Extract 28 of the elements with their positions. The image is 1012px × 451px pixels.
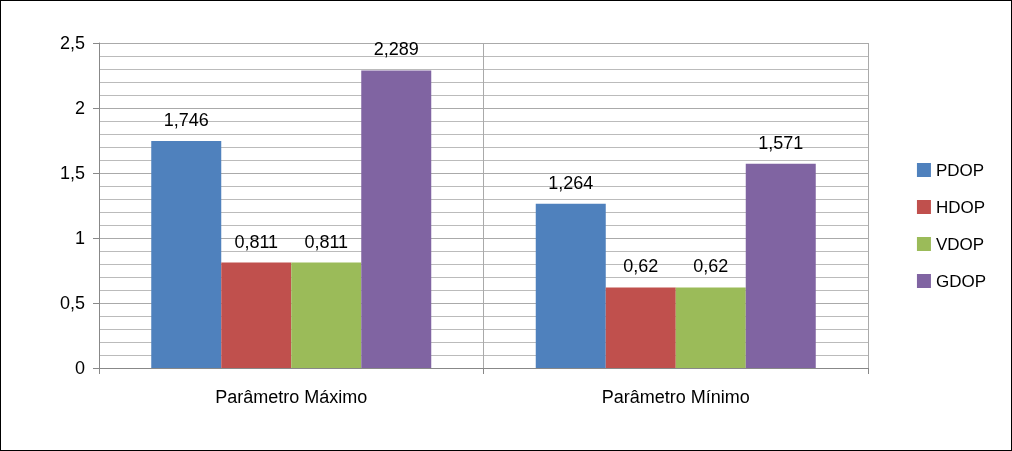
bar bbox=[291, 262, 362, 368]
bar bbox=[675, 287, 746, 368]
bar bbox=[221, 262, 292, 368]
legend-label: VDOP bbox=[935, 234, 985, 254]
x-tick-label: Parâmetro Máximo bbox=[215, 387, 368, 407]
y-tick-label: 1 bbox=[74, 228, 85, 248]
legend-label: HDOP bbox=[935, 197, 986, 217]
data-label: 1,264 bbox=[548, 172, 594, 193]
data-label: 0,62 bbox=[623, 256, 659, 277]
y-tick-label: 2,5 bbox=[59, 33, 85, 53]
legend-label: PDOP bbox=[935, 160, 985, 180]
data-label: 1,571 bbox=[758, 132, 804, 153]
y-tick-label: 0 bbox=[74, 358, 85, 378]
bar bbox=[535, 203, 606, 368]
data-label: 2,289 bbox=[373, 39, 419, 60]
legend-label: GDOP bbox=[935, 271, 986, 291]
data-label: 0,811 bbox=[304, 231, 349, 252]
data-label: 1,746 bbox=[163, 110, 209, 131]
data-label: 0,62 bbox=[693, 256, 729, 277]
y-tick-label: 2 bbox=[74, 98, 85, 118]
y-tick-label: 0,5 bbox=[59, 293, 85, 313]
x-tick-label: Parâmetro Mínimo bbox=[601, 387, 750, 407]
bar bbox=[605, 287, 676, 368]
bar bbox=[745, 163, 816, 368]
bar bbox=[151, 141, 222, 368]
y-tick-label: 1,5 bbox=[59, 163, 85, 183]
data-label: 0,811 bbox=[234, 231, 279, 252]
bar bbox=[361, 70, 432, 368]
